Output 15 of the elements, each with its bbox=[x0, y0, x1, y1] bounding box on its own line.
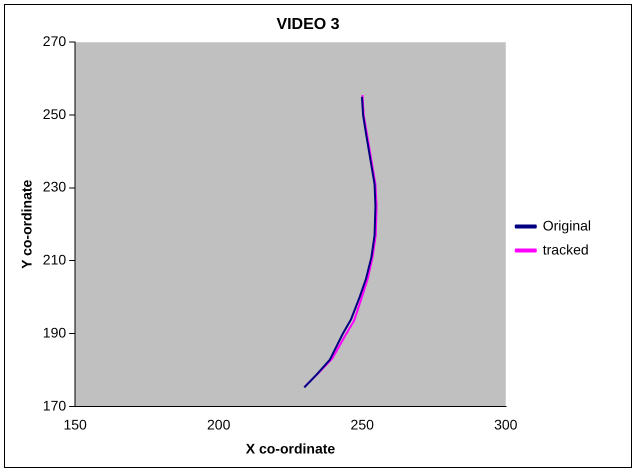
x-tick-label: 250 bbox=[350, 416, 374, 433]
legend-label: tracked bbox=[542, 241, 589, 258]
y-tick-label: 210 bbox=[42, 252, 66, 268]
x-tick-label: 200 bbox=[207, 416, 231, 433]
x-axis-title: X co-ordinate bbox=[246, 440, 336, 456]
chart-title: VIDEO 3 bbox=[276, 16, 340, 34]
legend-label: Original bbox=[542, 217, 592, 234]
y-axis-title: Y co-ordinate bbox=[18, 179, 34, 269]
y-tick-label: 250 bbox=[42, 106, 66, 122]
x-tick-label: 300 bbox=[494, 416, 518, 433]
y-tick-label: 170 bbox=[42, 397, 66, 414]
y-tick-label: 230 bbox=[42, 178, 66, 195]
y-tick-label: 270 bbox=[42, 33, 66, 50]
y-tick-label: 190 bbox=[42, 324, 66, 340]
x-tick-label: 150 bbox=[63, 416, 88, 433]
